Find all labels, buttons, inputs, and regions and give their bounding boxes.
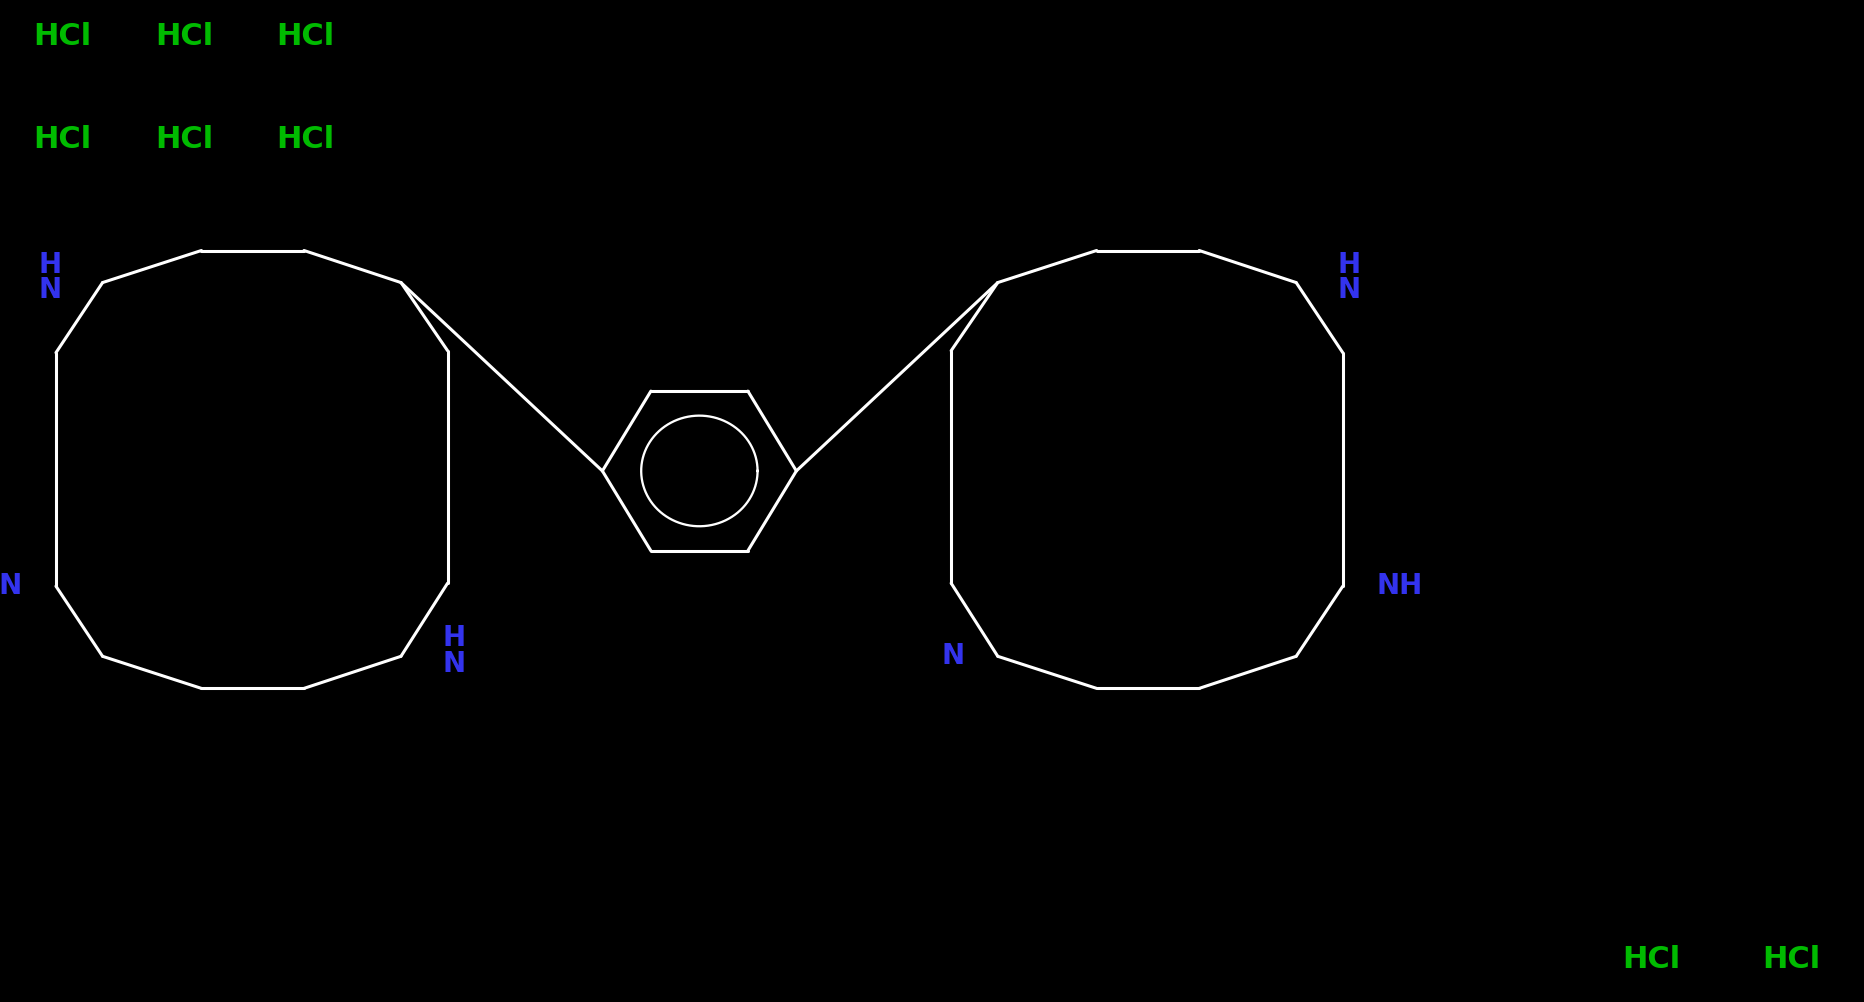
Text: HCl: HCl [155,22,212,50]
Text: HCl: HCl [34,22,91,50]
Text: NH: NH [1376,572,1422,600]
Text: HCl: HCl [276,22,334,50]
Text: HCl: HCl [1622,946,1679,974]
Text: N: N [941,642,964,670]
Text: H
N: H N [442,624,464,678]
Text: HCl: HCl [1761,946,1819,974]
Text: H
N: H N [1336,250,1359,305]
Text: H
N: H N [39,250,62,305]
Text: HCl: HCl [155,125,212,153]
Text: HCl: HCl [276,125,334,153]
Text: HCl: HCl [34,125,91,153]
Text: HN: HN [0,572,22,600]
